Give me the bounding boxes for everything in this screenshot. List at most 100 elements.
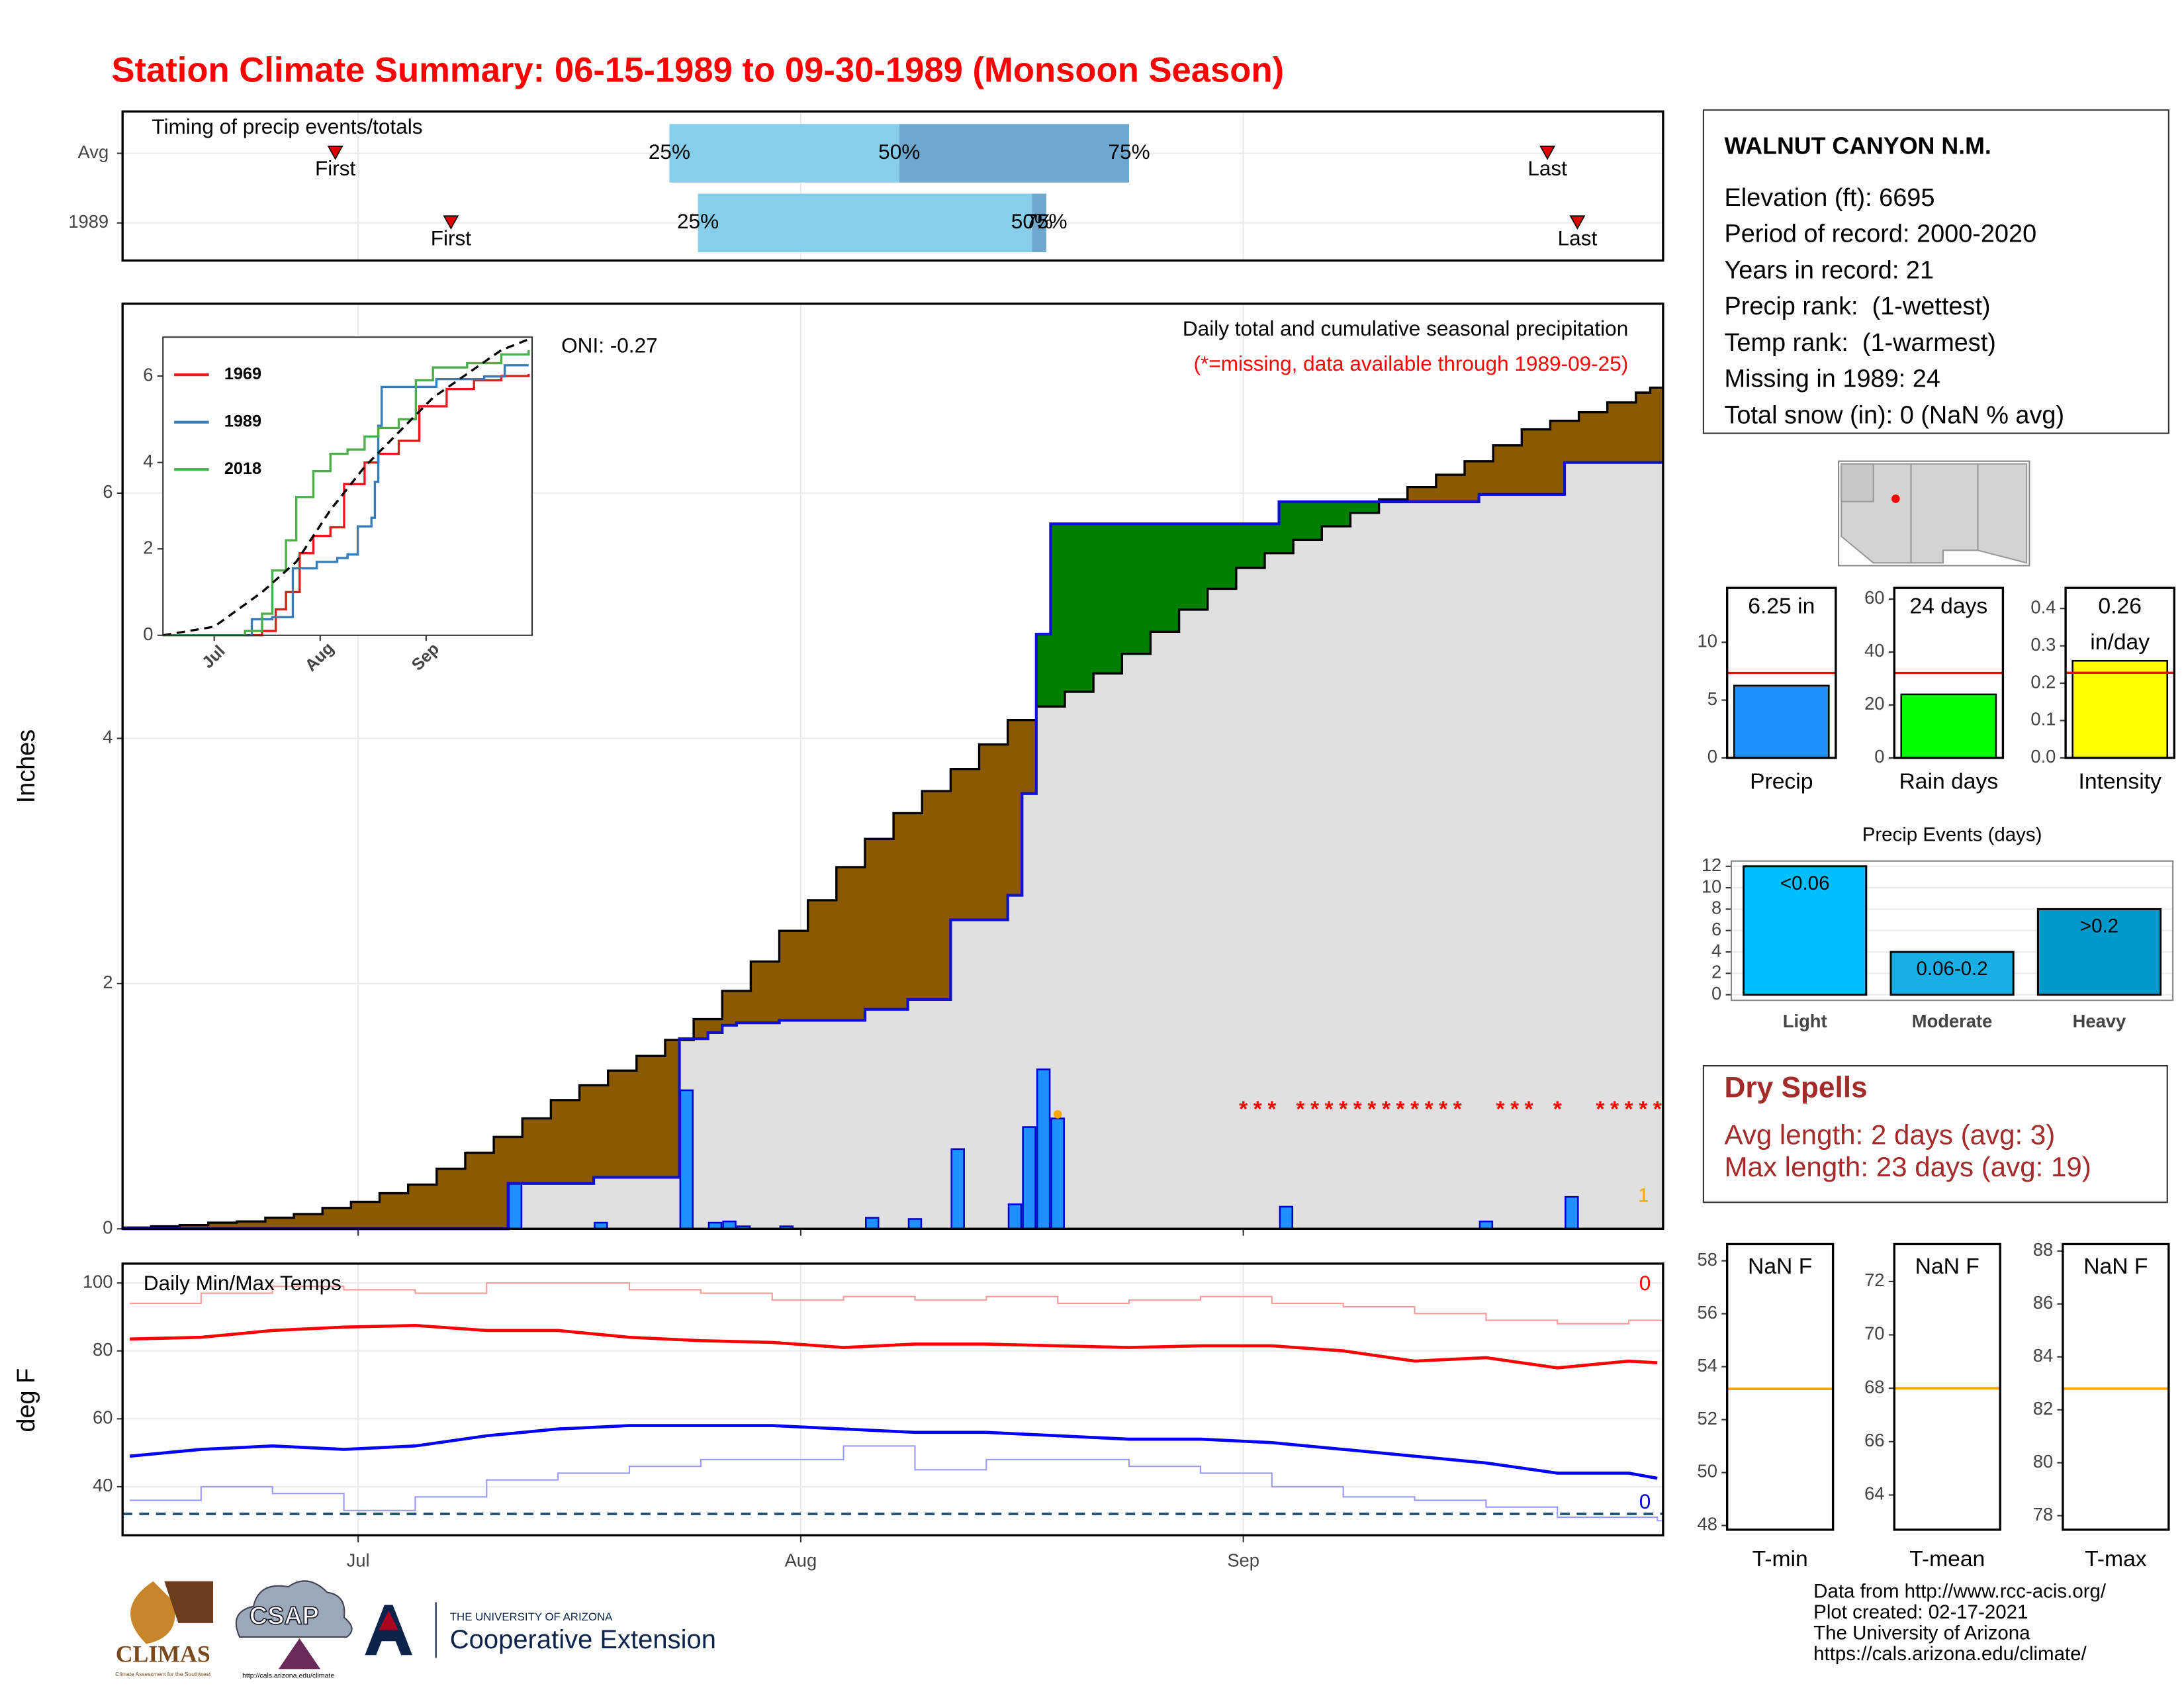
y-tick-label: 1989 (68, 211, 109, 232)
y-tick-label: 0.4 (2030, 596, 2056, 617)
logo-text: Climate Assessment for the Southwest (115, 1671, 211, 1677)
x-tick-label: Sep (1227, 1550, 1259, 1571)
quantile-label: 75% (1025, 209, 1067, 233)
hot-count: 0 (1639, 1271, 1651, 1295)
station-line: Total snow (in): 0 (NaN % avg) (1724, 401, 2064, 429)
y-axis-label: deg F (13, 1368, 40, 1432)
value-label: in/day (2090, 630, 2150, 655)
logo-text: http://cals.arizona.edu/climate (242, 1672, 334, 1680)
station-line: Period of record: 2000-2020 (1724, 220, 2036, 248)
missing-marker: * (1625, 1097, 1634, 1121)
y-tick-label: 10 (1698, 630, 1717, 651)
bar (1733, 684, 1830, 759)
y-tick-label: 60 (1864, 587, 1884, 608)
dry-spells-title: Dry Spells (1724, 1072, 1867, 1104)
bar-late (899, 124, 1130, 183)
missing-marker: * (1267, 1097, 1277, 1121)
credit-line: Data from http://www.rcc-acis.org/ (1813, 1580, 2107, 1602)
x-tick-label: Aug (785, 1550, 817, 1571)
series-line (163, 373, 530, 637)
value-label: NaN F (1748, 1254, 1812, 1279)
daily-bar (1050, 1117, 1065, 1230)
legend-label: 1969 (224, 365, 261, 383)
map-state (1841, 463, 1874, 502)
y-tick-label: 0.0 (2030, 746, 2056, 767)
inset-background (163, 337, 532, 635)
y-tick-label: 2 (103, 972, 113, 992)
y-tick-label: 12 (1702, 855, 1721, 875)
panel-title: Daily Min/Max Temps (144, 1271, 341, 1295)
y-tick-label: 72 (1864, 1270, 1884, 1290)
plot-frame (121, 110, 1664, 262)
bar-early (669, 124, 899, 183)
quantile-label: 25% (677, 209, 719, 233)
missing-marker: * (1553, 1097, 1563, 1121)
value-label: NaN F (2083, 1254, 2148, 1279)
credit-line: https://cals.arizona.edu/climate/ (1813, 1643, 2087, 1665)
map-state (1910, 463, 1979, 564)
missing-marker: * (1325, 1097, 1334, 1121)
panel-frame (2062, 1243, 2170, 1531)
quantile-label: 50% (878, 140, 920, 164)
bar-early (698, 193, 1032, 252)
y-tick-label: 0 (1707, 746, 1717, 767)
climas-logo: CLIMAS Climate Assessment for the Southw… (115, 1581, 214, 1677)
y-tick-label: 40 (93, 1475, 113, 1495)
category-label: T-min (1752, 1547, 1808, 1571)
y-tick-label: 8 (1711, 898, 1721, 918)
missing-marker: * (1496, 1097, 1505, 1121)
panel-title: Precip Events (days) (1862, 824, 2042, 846)
ua-logo: THE UNIVERSITY OF ARIZONA Cooperative Ex… (365, 1602, 716, 1658)
y-tick-label: 0 (143, 624, 153, 644)
y-tick-label: 4 (1711, 940, 1721, 961)
y-tick-label: 64 (1864, 1483, 1884, 1504)
y-tick-label: 40 (1864, 640, 1884, 661)
category-label: Intensity (2079, 770, 2162, 794)
y-tick-label: 0.3 (2030, 634, 2056, 655)
station-line: Years in record: 21 (1724, 256, 1934, 284)
missing-marker: * (1653, 1097, 1662, 1121)
missing-marker: * (1339, 1097, 1348, 1121)
value-label: 0.26 (2098, 594, 2142, 619)
y-tick-label: 6 (143, 364, 153, 385)
logo-text: CLIMAS (116, 1641, 210, 1667)
y-axis-label: Inches (13, 729, 40, 804)
y-tick-label: 0 (1874, 746, 1884, 767)
dry-spells-line: Max length: 23 days (avg: 19) (1724, 1151, 2091, 1182)
category-label: T-mean (1909, 1547, 1985, 1571)
daily-bar (508, 1182, 523, 1230)
y-tick-label: 2 (1711, 962, 1721, 982)
observed-area (122, 462, 1663, 1229)
missing-marker: * (1610, 1097, 1619, 1121)
logo-text: Cooperative Extension (450, 1625, 716, 1654)
y-tick-label: 84 (2033, 1345, 2053, 1366)
dry-spells-line: Avg length: 2 days (avg: 3) (1724, 1119, 2055, 1150)
missing-marker: * (1253, 1097, 1263, 1121)
missing-marker: * (1453, 1097, 1463, 1121)
panel-background (2062, 1244, 2169, 1530)
daily-bar (1279, 1205, 1294, 1230)
x-tick-label: Light (1783, 1011, 1827, 1031)
daily-bar (907, 1218, 923, 1230)
inset-frame (162, 336, 533, 636)
missing-marker: * (1525, 1097, 1534, 1121)
missing-marker: * (1639, 1097, 1648, 1121)
map-state (1977, 463, 2028, 564)
credit-line: The University of Arizona (1813, 1622, 2030, 1644)
panel-frame (1726, 586, 1837, 759)
value-label: 6.25 in (1748, 594, 1815, 619)
bar-label: 0.06-0.2 (1917, 958, 1988, 980)
panel-frame (1893, 1243, 2001, 1531)
value-label: NaN F (1915, 1254, 1979, 1279)
value-label: 24 days (1909, 594, 1987, 619)
series-line (163, 350, 530, 637)
bar (2036, 908, 2162, 996)
missing-marker: * (1353, 1097, 1363, 1121)
panel-title: Daily total and cumulative seasonal prec… (1183, 316, 1628, 340)
station-lines: Elevation (ft): 6695 Period of record: 20… (1724, 184, 2064, 429)
legend-label: 2018 (224, 459, 261, 478)
missing-marker: * (1310, 1097, 1320, 1121)
legend-label: 1989 (224, 412, 261, 430)
y-tick-label: 4 (103, 727, 113, 747)
y-tick-label: 58 (1698, 1249, 1717, 1270)
